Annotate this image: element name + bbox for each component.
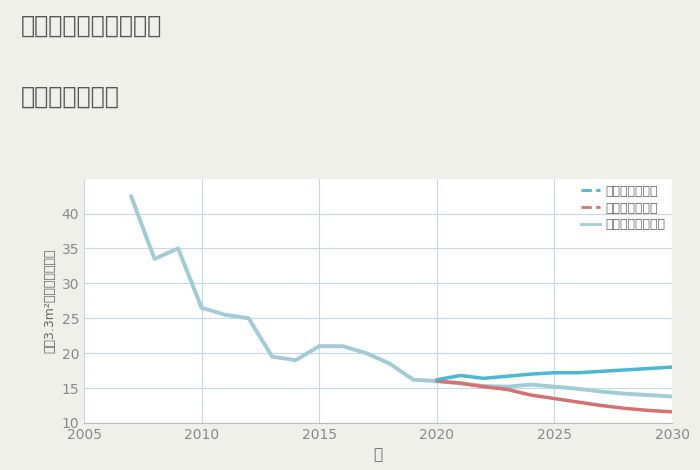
ノーマルシナリオ bbox=[197, 305, 206, 311]
Line: バッドシナリオ: バッドシナリオ bbox=[437, 381, 672, 412]
バッドシナリオ bbox=[644, 407, 652, 413]
バッドシナリオ bbox=[503, 387, 512, 392]
ノーマルシナリオ bbox=[339, 344, 347, 349]
グッドシナリオ bbox=[644, 366, 652, 371]
ノーマルシナリオ bbox=[150, 256, 159, 262]
ノーマルシナリオ bbox=[668, 394, 676, 399]
バッドシナリオ bbox=[526, 392, 535, 398]
バッドシナリオ bbox=[574, 399, 582, 405]
ノーマルシナリオ bbox=[480, 383, 488, 389]
バッドシナリオ bbox=[433, 378, 441, 384]
ノーマルシナリオ bbox=[644, 392, 652, 398]
Text: 福岡県糸島市篠原西の: 福岡県糸島市篠原西の bbox=[21, 14, 162, 38]
Text: 土地の価格推移: 土地の価格推移 bbox=[21, 85, 120, 109]
ノーマルシナリオ bbox=[291, 357, 300, 363]
Legend: グッドシナリオ, バッドシナリオ, ノーマルシナリオ: グッドシナリオ, バッドシナリオ, ノーマルシナリオ bbox=[581, 185, 666, 231]
Line: グッドシナリオ: グッドシナリオ bbox=[437, 367, 672, 380]
ノーマルシナリオ bbox=[526, 382, 535, 387]
ノーマルシナリオ bbox=[503, 384, 512, 390]
ノーマルシナリオ bbox=[574, 386, 582, 392]
ノーマルシナリオ bbox=[362, 350, 370, 356]
ノーマルシナリオ bbox=[433, 378, 441, 384]
ノーマルシナリオ bbox=[409, 377, 417, 383]
グッドシナリオ bbox=[456, 373, 465, 378]
バッドシナリオ bbox=[621, 406, 629, 411]
グッドシナリオ bbox=[526, 371, 535, 377]
X-axis label: 年: 年 bbox=[373, 447, 383, 462]
グッドシナリオ bbox=[480, 376, 488, 381]
グッドシナリオ bbox=[621, 367, 629, 373]
Y-axis label: 坪（3.3m²）単価（万円）: 坪（3.3m²）単価（万円） bbox=[43, 249, 56, 353]
ノーマルシナリオ bbox=[127, 193, 135, 199]
バッドシナリオ bbox=[480, 384, 488, 390]
グッドシナリオ bbox=[433, 377, 441, 383]
バッドシナリオ bbox=[668, 409, 676, 415]
ノーマルシナリオ bbox=[386, 361, 394, 367]
ノーマルシナリオ bbox=[268, 354, 277, 360]
グッドシナリオ bbox=[668, 364, 676, 370]
バッドシナリオ bbox=[550, 396, 559, 401]
バッドシナリオ bbox=[456, 380, 465, 386]
ノーマルシナリオ bbox=[597, 389, 606, 394]
ノーマルシナリオ bbox=[621, 391, 629, 397]
ノーマルシナリオ bbox=[221, 312, 230, 318]
バッドシナリオ bbox=[597, 403, 606, 408]
グッドシナリオ bbox=[574, 370, 582, 376]
グッドシナリオ bbox=[503, 373, 512, 379]
ノーマルシナリオ bbox=[456, 380, 465, 386]
グッドシナリオ bbox=[597, 368, 606, 374]
ノーマルシナリオ bbox=[315, 344, 323, 349]
ノーマルシナリオ bbox=[174, 246, 182, 251]
ノーマルシナリオ bbox=[550, 384, 559, 390]
ノーマルシナリオ bbox=[244, 315, 253, 321]
グッドシナリオ bbox=[550, 370, 559, 376]
Line: ノーマルシナリオ: ノーマルシナリオ bbox=[131, 196, 672, 397]
